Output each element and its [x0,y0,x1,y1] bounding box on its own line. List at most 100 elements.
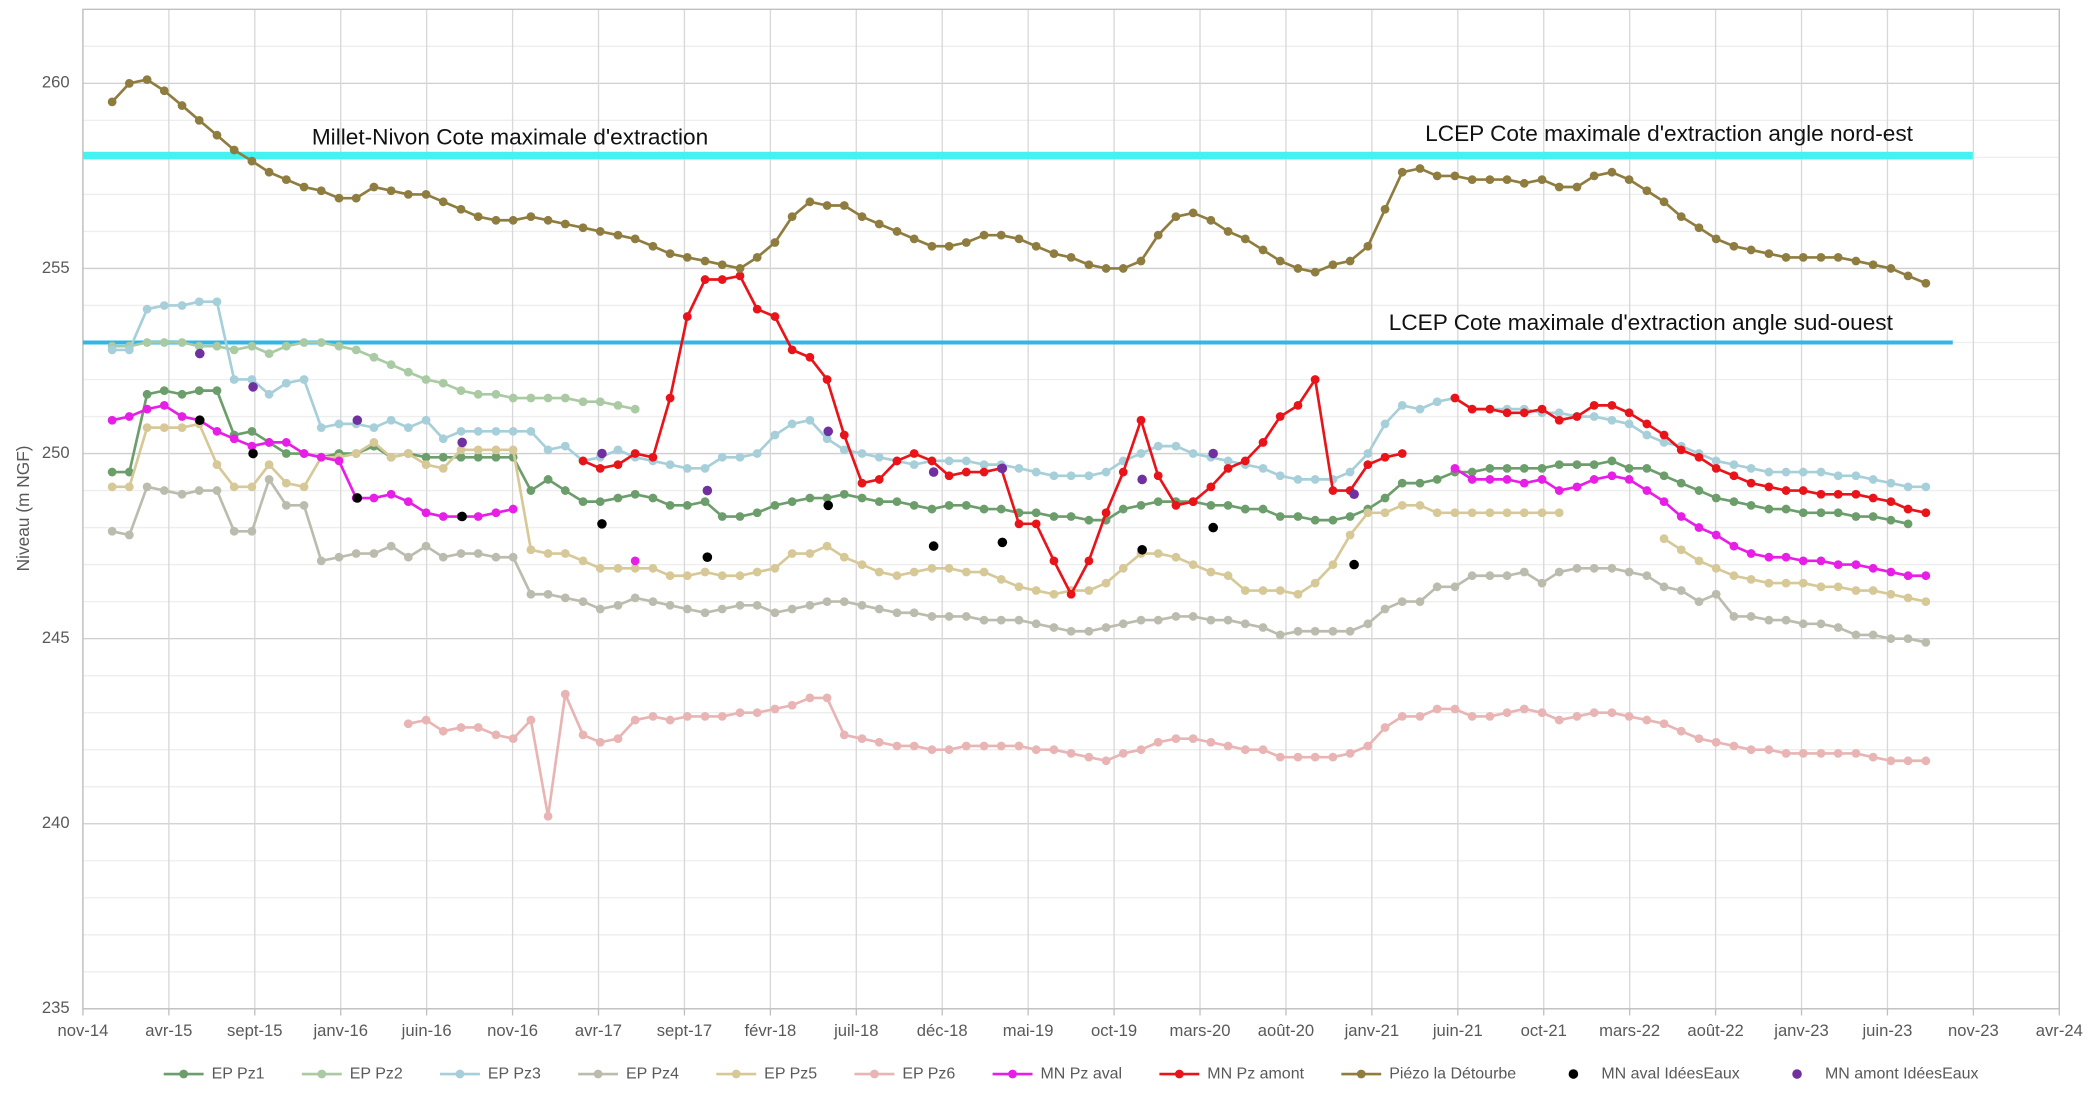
data-point [1781,749,1791,758]
data-point [787,419,797,429]
data-point [159,301,169,310]
data-point [909,500,919,510]
data-point [212,486,222,495]
data-point [1903,271,1913,281]
data-point [1816,489,1826,499]
data-point [1485,475,1495,484]
data-point [1310,475,1320,484]
data-point [264,349,274,358]
legend-label: EP Pz2 [350,1065,403,1082]
data-point [1397,401,1407,410]
data-point [1310,626,1320,636]
data-point [229,526,239,536]
data-point [334,193,344,203]
data-point [421,190,431,199]
data-point [1485,175,1495,184]
x-tick-label: avr-17 [575,1021,622,1040]
data-point [1432,704,1442,714]
x-tick-label: déc-18 [917,1021,968,1040]
data-point [1380,419,1390,429]
data-point [787,700,797,710]
data-point [1642,715,1652,725]
data-point [1833,749,1843,758]
data-point [996,504,1006,514]
data-point [944,456,954,466]
data-point [1798,749,1808,758]
data-point [1275,586,1285,595]
data-point [1380,508,1390,518]
data-point [421,415,431,425]
data-point [1816,467,1826,477]
data-point [142,304,152,314]
data-point [1886,567,1896,577]
data-point [334,341,344,351]
data-point [595,737,605,747]
scatter-point [248,382,258,392]
data-point [473,212,483,222]
data-point [1188,449,1198,458]
data-point [1432,171,1442,181]
data-point [1781,486,1791,495]
data-point [979,615,989,625]
data-point [142,75,152,85]
data-point [1921,637,1931,647]
data-point [1537,463,1547,473]
data-point [543,393,553,403]
data-point [264,389,274,399]
data-point [194,486,204,495]
data-point [613,460,623,470]
data-point [1101,467,1111,477]
data-point [1764,745,1774,755]
x-tick-label: avr-24 [2036,1021,2083,1040]
data-point [752,304,762,314]
x-tick-label: sept-15 [227,1021,282,1040]
data-point [1537,404,1547,414]
data-point [979,504,989,514]
data-point [1572,711,1582,721]
data-point [560,549,570,558]
data-point [1624,711,1634,721]
data-point [194,297,204,307]
data-point [1258,745,1268,755]
data-point [700,463,710,473]
data-point [1519,567,1529,577]
legend-marker [593,1069,603,1079]
x-tick-label: mai-19 [1003,1021,1054,1040]
legend-item: MN Pz amont [1159,1065,1305,1082]
data-point [1746,463,1756,473]
data-point [264,460,274,470]
data-point [1171,212,1181,222]
data-point [909,449,919,458]
y-axis-label: Niveau (m NGF) [13,445,33,571]
data-point [1031,619,1041,629]
data-point [1084,556,1094,566]
x-tick-label: juil-18 [833,1021,878,1040]
data-point [648,452,658,462]
data-point [1746,478,1756,488]
data-point [1886,478,1896,488]
data-point [1519,704,1529,714]
data-point [543,445,553,455]
data-point [613,734,623,743]
data-point [770,563,780,573]
data-point [1031,519,1041,529]
data-point [1049,745,1059,755]
data-point [1031,508,1041,518]
data-point [438,434,448,444]
data-point [682,500,692,510]
data-point [1240,586,1250,595]
data-point [1572,482,1582,492]
data-point [1729,571,1739,581]
data-point [1066,589,1076,599]
data-point [613,445,623,455]
data-point [1572,460,1582,470]
data-point [630,715,640,725]
data-point [1066,512,1076,521]
data-point [491,552,501,562]
data-point [927,563,937,573]
data-point [1223,456,1233,466]
data-point [1519,463,1529,473]
data-point [1415,500,1425,510]
data-point [1781,467,1791,477]
data-point [1502,408,1512,418]
